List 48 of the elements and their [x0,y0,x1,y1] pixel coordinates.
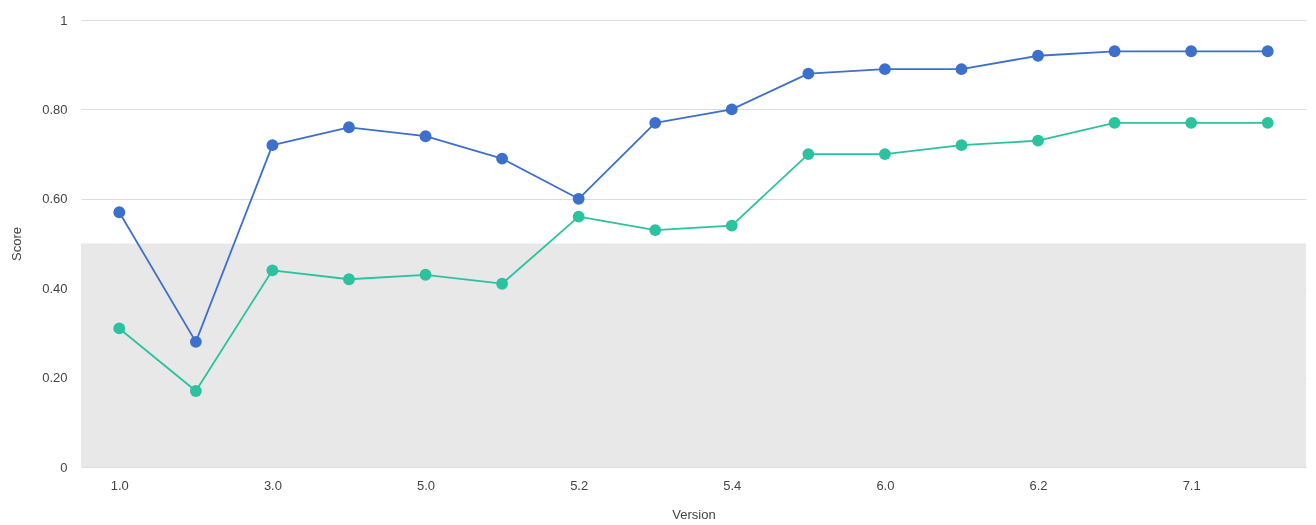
point [1185,45,1198,58]
point [878,63,891,76]
y-tick-label: 0.20 [42,370,68,386]
x-tick-label: 6.0 [876,477,895,493]
y-tick-label: 0.60 [42,191,68,207]
point [955,139,968,152]
point [496,277,509,290]
x-tick-label: 5.2 [570,477,589,493]
y-tick-label: 1 [60,12,68,28]
point [1032,134,1044,147]
y-tick-label: 0.80 [42,101,68,117]
point [1261,116,1274,129]
x-tick-label: 7.1 [1182,477,1201,493]
point [1261,45,1274,58]
point [955,63,968,76]
point [649,116,662,129]
point [802,67,815,80]
point [649,224,662,236]
point [725,219,738,232]
x-axis-title: Version [672,506,716,522]
point [1032,49,1044,62]
x-tick-label: 1.0 [110,477,129,493]
point [419,268,432,281]
point [878,148,891,160]
point [189,385,202,397]
point [572,210,585,223]
point [1108,45,1121,58]
y-tick-label: 0.40 [42,280,68,296]
point [113,322,126,335]
point [343,273,355,286]
point [189,335,202,348]
point [419,130,432,143]
point [802,148,815,160]
point [113,206,126,219]
x-tick-label: 5.0 [416,477,436,493]
x-tick-label: 3.0 [263,477,282,493]
point [496,152,509,165]
point [572,192,585,205]
point [1108,116,1121,129]
point [266,264,279,277]
x-tick-label: 5.4 [723,477,742,493]
point [725,103,738,116]
y-axis-title: Score [9,227,25,261]
point [343,121,355,134]
point [1185,116,1198,129]
point [266,139,279,152]
x-tick-label: 6.2 [1029,477,1048,493]
y-tick-label: 0 [60,459,68,475]
